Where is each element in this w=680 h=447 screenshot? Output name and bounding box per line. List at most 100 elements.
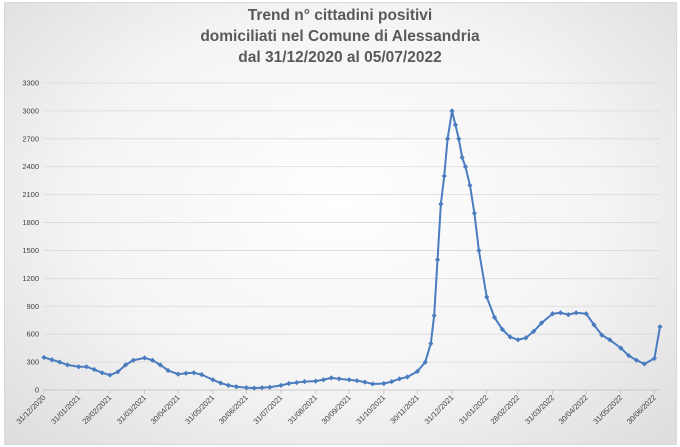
x-tick-label: 28/02/2022 (489, 393, 522, 426)
data-point (422, 359, 428, 365)
data-point (370, 381, 376, 387)
chart-title-line-2: domiciliati nel Comune di Alessandria (200, 28, 480, 45)
data-point (115, 369, 121, 375)
data-point (328, 375, 334, 381)
data-point (444, 136, 451, 142)
y-tick-label: 300 (26, 358, 39, 367)
data-point (175, 371, 181, 377)
data-point (313, 378, 319, 384)
data-point (233, 384, 239, 390)
data-point (507, 334, 513, 340)
data-point (452, 122, 459, 128)
data-point (651, 355, 658, 361)
data-point (573, 310, 579, 316)
data-point (362, 379, 368, 385)
x-tick-label: 30/09/2021 (320, 393, 353, 426)
data-point (320, 377, 327, 383)
data-point (243, 385, 249, 391)
data-point (431, 312, 437, 319)
data-point (142, 355, 148, 361)
data-point (149, 357, 156, 363)
data-point (599, 332, 605, 338)
x-tick-label: 31/03/2022 (523, 393, 556, 426)
data-point (471, 210, 478, 216)
data-point (267, 384, 273, 390)
data-point (278, 382, 284, 388)
series-line (43, 109, 661, 390)
x-tick-label: 31/07/2021 (252, 393, 285, 426)
data-point (165, 367, 171, 374)
data-point (499, 326, 505, 333)
data-point (657, 324, 663, 330)
y-tick-label: 600 (26, 330, 39, 339)
data-point (354, 378, 360, 384)
x-tick-label: 30/11/2021 (388, 393, 421, 426)
data-point (538, 320, 545, 326)
data-point (583, 311, 589, 317)
data-point (523, 335, 529, 341)
data-point (641, 361, 647, 367)
data-point (336, 376, 342, 382)
x-tick-label: 30/04/2022 (557, 393, 590, 426)
data-point (57, 359, 63, 365)
data-point (301, 379, 308, 385)
data-point (441, 173, 447, 179)
data-point (626, 352, 632, 359)
data-point (449, 108, 455, 114)
data-point (251, 385, 257, 391)
data-point (404, 374, 410, 380)
data-point (157, 362, 163, 368)
x-tick-label: 31/12/2020 (15, 393, 48, 426)
chart-title-line-3: dal 31/12/2020 al 05/07/2022 (238, 49, 442, 66)
series-positivi (41, 108, 663, 391)
data-point (428, 340, 434, 347)
data-point (456, 136, 462, 142)
x-tick-label: 30/06/2021 (217, 393, 250, 426)
x-tick-label: 31/12/2021 (423, 393, 456, 426)
x-tick-label: 31/05/2021 (183, 393, 216, 426)
data-point (389, 379, 395, 385)
data-point (396, 376, 403, 382)
x-tick-label: 31/08/2021 (286, 393, 319, 426)
data-point (83, 364, 90, 370)
data-point (434, 257, 441, 263)
y-tick-label: 0 (35, 386, 39, 395)
x-tick-label: 30/04/2021 (149, 393, 182, 426)
data-point (76, 364, 82, 370)
data-point (591, 322, 597, 328)
y-axis-ticks: 0 300 600 900 1200 1500 1800 2100 2400 2700 3000 33… (22, 79, 39, 395)
x-tick-label: 30/06/2022 (625, 393, 658, 426)
data-point (294, 379, 300, 386)
x-tick-label: 31/03/2021 (115, 393, 148, 426)
data-point (414, 368, 421, 374)
data-point (218, 380, 224, 386)
chart-title-line-1: Trend n° cittadini positivi (247, 7, 433, 24)
y-tick-label: 900 (26, 302, 39, 311)
data-point (130, 357, 137, 363)
y-tick-label: 1800 (22, 218, 39, 227)
data-point (484, 294, 490, 300)
y-tick-label: 1200 (22, 274, 39, 283)
y-tick-label: 2400 (22, 162, 39, 171)
x-tick-label: 31/01/2022 (457, 393, 490, 426)
data-point (199, 372, 205, 378)
x-tick-label: 31/01/2021 (49, 393, 82, 426)
data-point (438, 201, 444, 207)
y-tick-label: 3000 (22, 106, 39, 115)
data-point (633, 357, 640, 363)
data-point (64, 362, 71, 368)
data-point (191, 370, 197, 376)
data-point (515, 337, 521, 343)
gridlines (44, 82, 660, 391)
y-tick-label: 2100 (22, 190, 39, 199)
data-point (286, 380, 292, 387)
data-point (491, 314, 498, 321)
data-point (225, 382, 232, 388)
data-point (107, 372, 113, 378)
y-tick-label: 1500 (22, 246, 39, 255)
data-point (346, 377, 352, 383)
x-tick-label: 28/02/2021 (80, 393, 113, 426)
data-point (531, 328, 537, 334)
